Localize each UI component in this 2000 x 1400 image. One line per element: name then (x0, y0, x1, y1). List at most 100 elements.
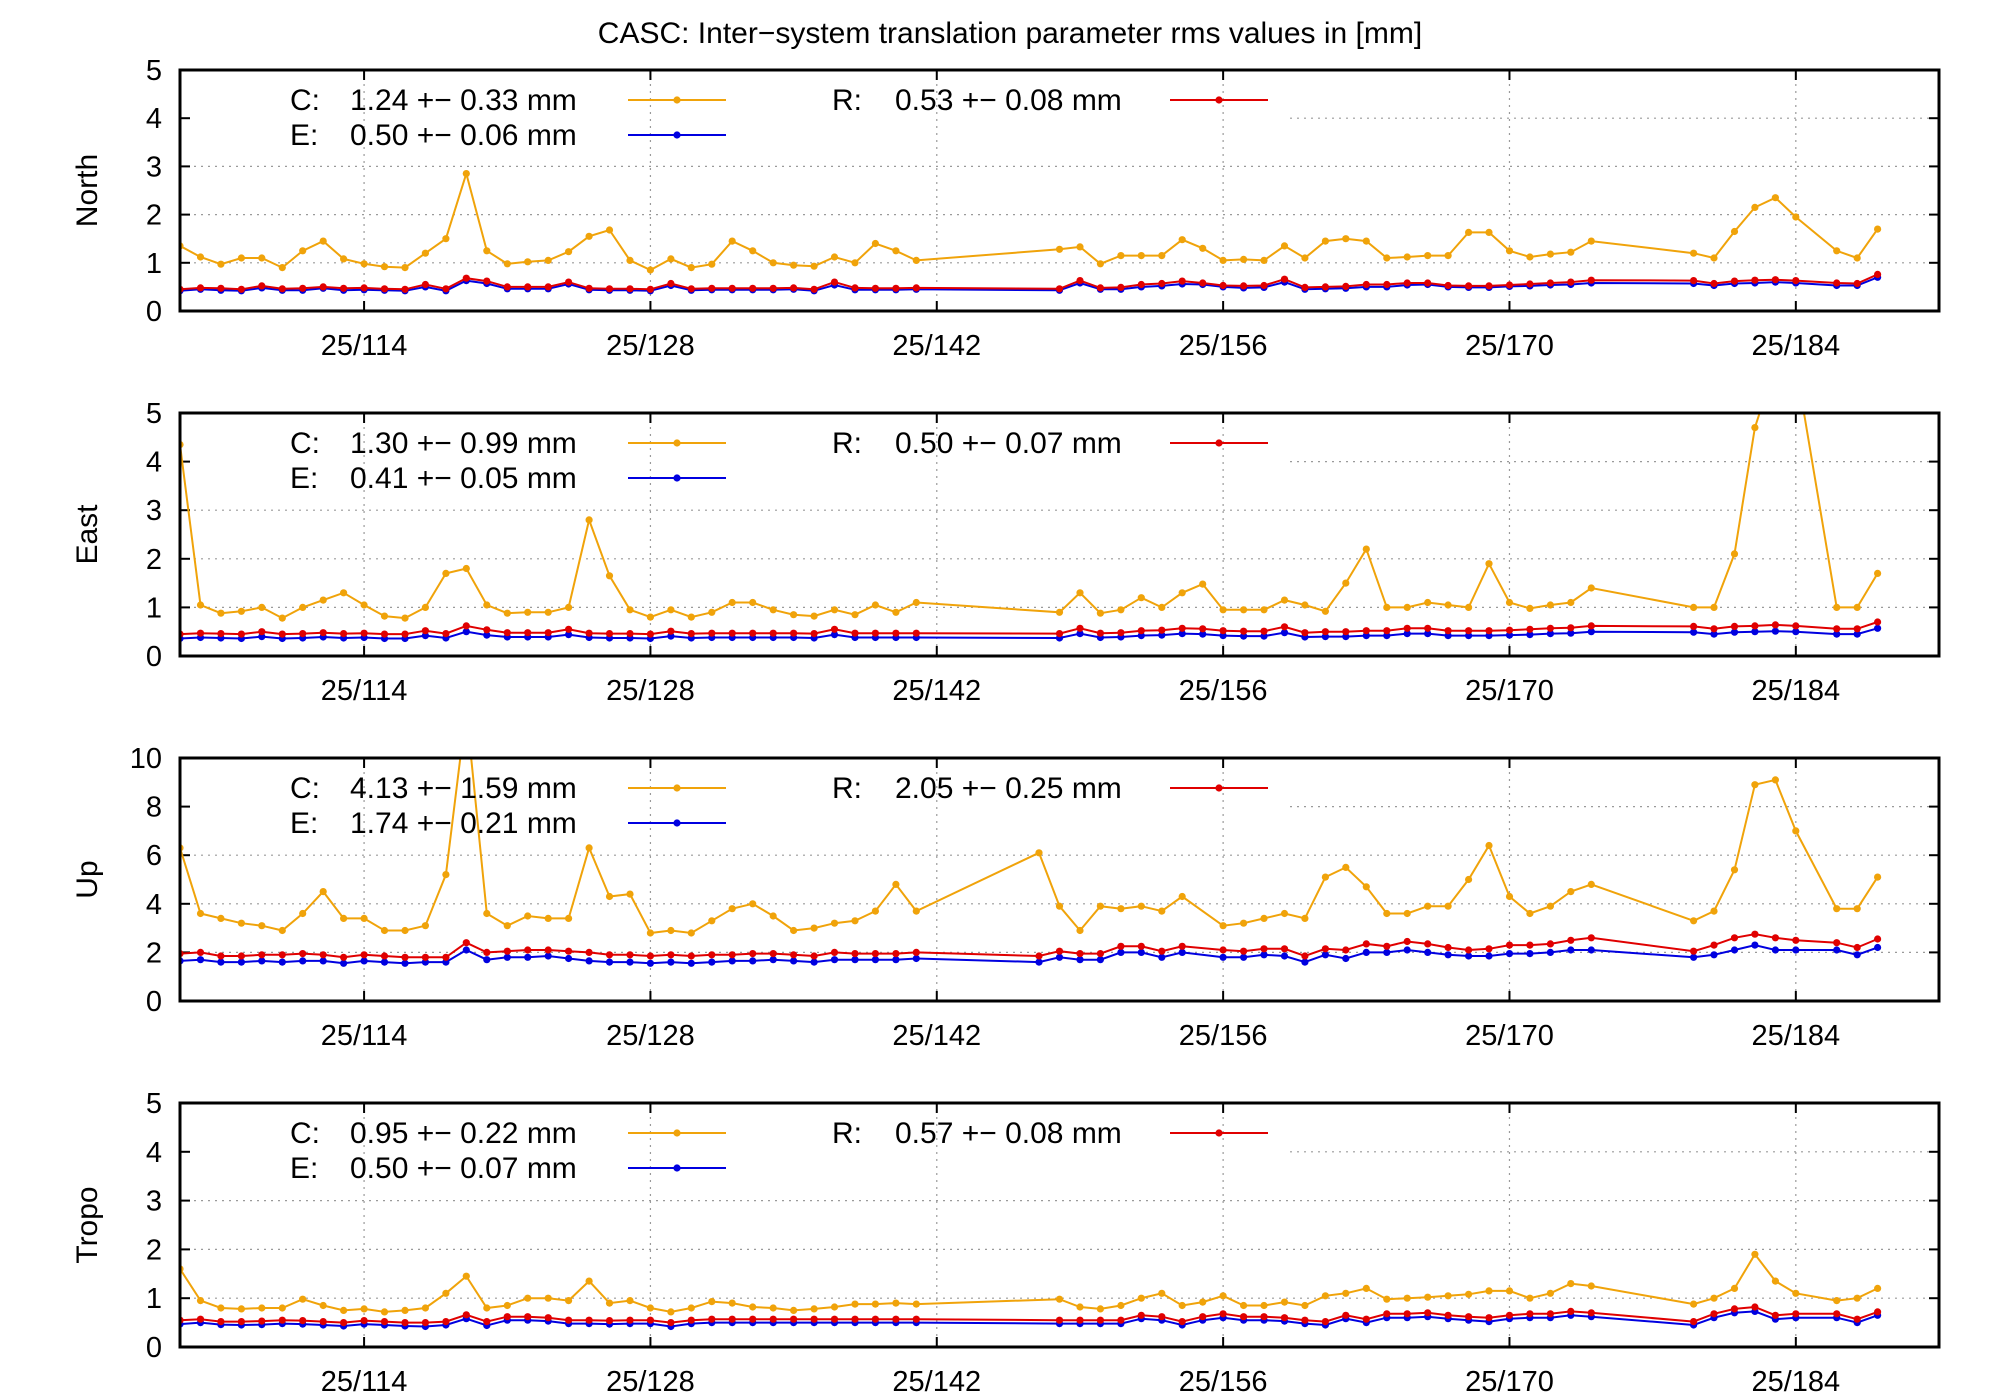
data-point-e (1444, 951, 1452, 959)
data-point-e (1035, 958, 1043, 966)
data-point-r (299, 950, 307, 958)
legend-marker-c (673, 784, 681, 792)
y-tick-label: 1 (146, 1283, 162, 1315)
data-point-e (626, 958, 634, 966)
data-point-c (421, 249, 429, 257)
data-point-e (1710, 951, 1718, 959)
data-point-e (810, 958, 818, 966)
data-point-c (319, 237, 327, 245)
legend-stats-r: 0.53 +− 0.08 mm (895, 84, 1122, 117)
data-point-c (892, 247, 900, 255)
data-point-c (1587, 237, 1595, 245)
data-point-c (1505, 892, 1514, 901)
data-point-c (626, 606, 634, 614)
data-point-r (462, 274, 470, 282)
data-point-e (1751, 941, 1759, 949)
data-point-r (1280, 1314, 1289, 1322)
data-point-r (1260, 945, 1268, 953)
data-point-r (1301, 952, 1309, 960)
data-point-c (421, 1304, 429, 1312)
data-point-e (667, 958, 675, 966)
data-point-r (278, 951, 286, 959)
y-tick-label: 1 (146, 592, 162, 624)
data-point-r (687, 285, 695, 293)
data-point-r (1260, 281, 1268, 290)
data-point-r (1730, 934, 1739, 942)
data-point-c (237, 607, 245, 615)
data-point-c (1321, 237, 1329, 245)
data-point-c (1076, 243, 1084, 251)
data-point-c (769, 606, 777, 614)
legend-stats-e: 1.74 +− 0.21 mm (350, 807, 577, 840)
data-point-r (1710, 625, 1718, 633)
y-tick-label: 2 (146, 1234, 162, 1266)
data-point-c (1055, 902, 1064, 910)
data-point-r (687, 1316, 695, 1324)
data-point-r (1874, 935, 1882, 943)
legend-label-e: E: (290, 462, 318, 495)
data-point-r (790, 284, 798, 292)
data-point-c (1342, 235, 1350, 243)
legend-marker-e (673, 474, 681, 482)
data-point-c (851, 259, 859, 267)
data-point-c (1485, 1287, 1493, 1295)
data-point-r (1771, 276, 1779, 284)
data-point-r (565, 1316, 573, 1324)
data-point-c (278, 926, 286, 935)
data-point-r (299, 1317, 307, 1325)
data-point-c (667, 1308, 675, 1316)
data-point-e (299, 957, 307, 965)
data-point-r (196, 629, 205, 637)
data-point-r (442, 285, 450, 293)
data-point-c (1730, 227, 1739, 236)
data-point-r (483, 1318, 491, 1326)
data-point-c (237, 254, 245, 262)
data-point-r (1403, 624, 1411, 632)
data-point-c (1567, 598, 1575, 607)
data-point-e (1424, 630, 1432, 638)
data-point-r (1321, 628, 1329, 636)
grid (180, 413, 1939, 656)
legend-stats-r: 2.05 +− 0.25 mm (895, 772, 1122, 805)
y-tick-label: 3 (146, 151, 162, 183)
data-point-r (646, 285, 655, 293)
data-point-c (299, 247, 307, 255)
legend: C: 4.13 +− 1.59 mm E: 1.74 +− 0.21 mm R: 2.05… (290, 772, 1268, 840)
data-point-r (1076, 950, 1084, 958)
data-point-c (1465, 875, 1473, 884)
data-point-c (1792, 827, 1800, 835)
data-point-r (1137, 627, 1145, 635)
y-tick-label: 4 (146, 889, 162, 921)
data-point-c (1587, 880, 1595, 889)
data-point-r (299, 284, 307, 292)
data-point-c (1567, 1280, 1575, 1288)
data-point-e (1792, 946, 1800, 954)
data-point-c (605, 226, 614, 234)
data-point-c (1567, 248, 1575, 256)
data-point-c (1178, 1301, 1186, 1310)
data-point-c (463, 706, 470, 713)
data-point-e (1137, 948, 1145, 957)
data-point-c (1240, 1301, 1248, 1310)
data-point-c (1362, 545, 1370, 553)
y-axis-label: Up (71, 860, 104, 898)
data-point-c (565, 248, 573, 256)
data-point-c (1383, 909, 1391, 918)
data-point-e (1833, 946, 1841, 954)
legend-marker-e (673, 1164, 681, 1172)
data-point-c (1158, 603, 1166, 612)
legend-stats-e: 0.41 +− 0.05 mm (350, 462, 577, 495)
data-point-r (1505, 626, 1514, 634)
data-point-e (1567, 629, 1575, 637)
data-point-r (1362, 940, 1370, 948)
data-point-c (278, 614, 286, 622)
data-point-r (1424, 1309, 1432, 1317)
data-point-r (871, 284, 880, 292)
data-point-r (1792, 622, 1800, 630)
plot-frame (178, 756, 1941, 1003)
data-point-c (196, 1297, 205, 1305)
data-point-c (401, 614, 409, 622)
y-tick-label: 0 (146, 986, 162, 1018)
data-point-r (442, 953, 450, 961)
